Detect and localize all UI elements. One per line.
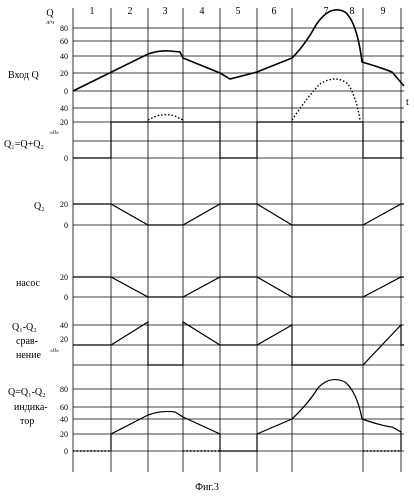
tick-q1-20: 20 bbox=[60, 118, 68, 127]
row-label-indicator-3: тор bbox=[20, 416, 34, 427]
q-axis-label: Q bbox=[46, 8, 54, 19]
segment-label-2: 2 bbox=[128, 6, 133, 17]
time-axis-label: t bbox=[406, 97, 409, 108]
grid-lines bbox=[73, 28, 404, 451]
tick-input-60: 60 bbox=[60, 37, 68, 46]
row-label-q1: Q₁=Q+Q₂ bbox=[4, 139, 44, 150]
q1-dotted-curve bbox=[148, 79, 360, 120]
tick-comparison-20: 20 bbox=[60, 335, 68, 344]
zero-mark-comparison: «0» bbox=[50, 348, 59, 354]
tick-indicator-40: 40 bbox=[60, 415, 68, 424]
input-flow-curve bbox=[73, 10, 404, 91]
tick-input-20: 20 bbox=[60, 69, 68, 78]
tick-indicator-80: 80 bbox=[60, 385, 68, 394]
segment-label-6: 6 bbox=[272, 6, 277, 17]
tick-q1-0: 0 bbox=[64, 154, 68, 163]
tick-indicator-20: 20 bbox=[60, 430, 68, 439]
row-label-comparison-1: Q₁-Q₂ bbox=[12, 322, 37, 333]
tick-input-80: 80 bbox=[60, 24, 68, 33]
segment-label-1: 1 bbox=[90, 6, 95, 17]
q2-signal-line bbox=[73, 204, 404, 225]
tick-q1-40: 40 bbox=[60, 104, 68, 113]
segment-label-8: 8 bbox=[350, 6, 355, 17]
segment-label-9: 9 bbox=[381, 6, 386, 17]
row-label-pump: насос bbox=[16, 278, 40, 289]
indicator-flow-curve bbox=[111, 380, 401, 451]
tick-comparison-40: 40 bbox=[60, 321, 68, 330]
tick-q2-20: 20 bbox=[60, 200, 68, 209]
comparison-signal-line bbox=[73, 322, 404, 365]
segment-label-5: 5 bbox=[236, 6, 241, 17]
tick-pump-0: 0 bbox=[64, 293, 68, 302]
row-label-indicator-1: Q=Q₁-Q₂ bbox=[8, 387, 46, 398]
q1-signal-line bbox=[73, 122, 404, 158]
row-label-q2: Q₂ bbox=[34, 201, 45, 212]
segment-label-4: 4 bbox=[200, 6, 205, 17]
tick-pump-20: 20 bbox=[60, 273, 68, 282]
tick-indicator-0: 0 bbox=[64, 447, 68, 456]
row-label-comparison-2: срав- bbox=[16, 336, 38, 347]
tick-input-40: 40 bbox=[60, 52, 68, 61]
figure-caption: Фиг.3 bbox=[195, 482, 219, 493]
row-label-comparison-3: нение bbox=[16, 350, 41, 361]
q-unit-label: л/ч bbox=[46, 20, 54, 26]
segment-label-3: 3 bbox=[163, 6, 168, 17]
row-label-input: Вход Q bbox=[8, 70, 39, 81]
row-label-indicator-2: индика- bbox=[14, 402, 48, 413]
tick-q2-0: 0 bbox=[64, 221, 68, 230]
tick-input-0: 0 bbox=[64, 87, 68, 96]
tick-indicator-60: 60 bbox=[60, 403, 68, 412]
pump-signal-line bbox=[73, 277, 404, 297]
zero-mark-q1: «0» bbox=[50, 130, 59, 136]
